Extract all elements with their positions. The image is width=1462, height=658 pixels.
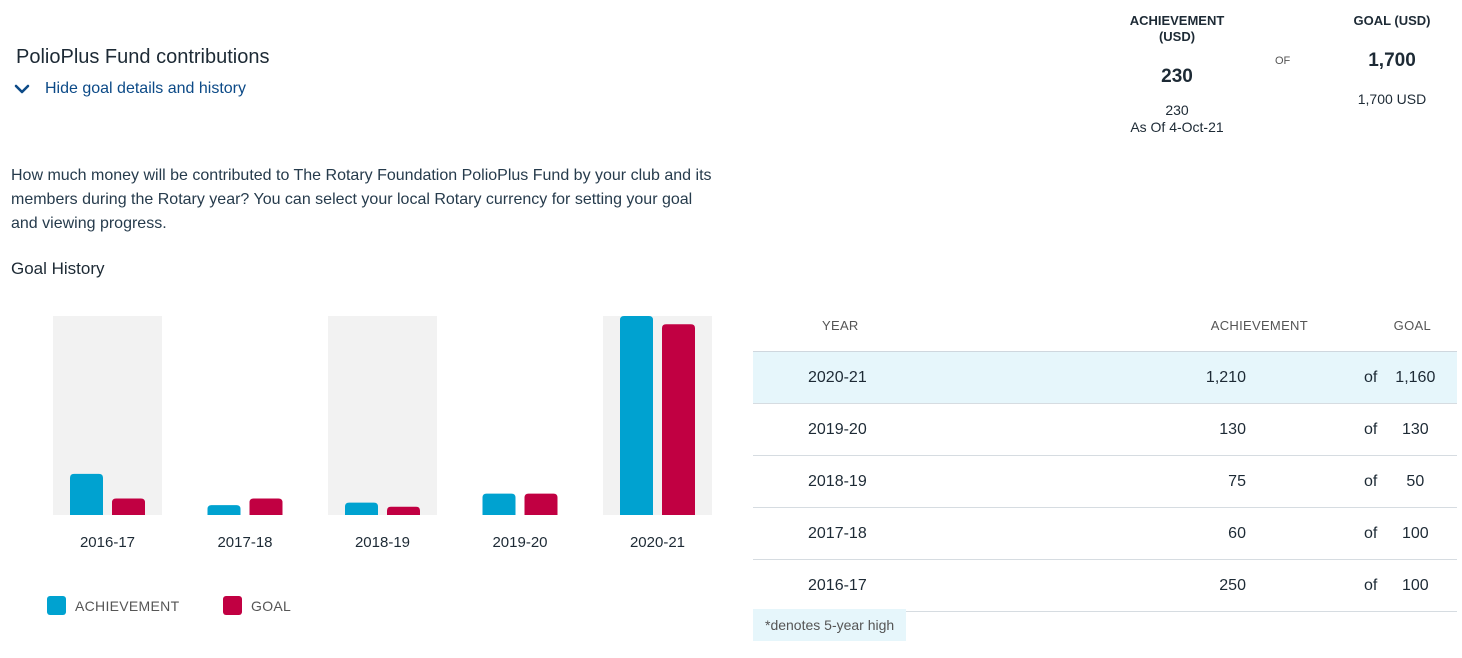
cell-achievement: 60 <box>947 507 1363 560</box>
goal-history-table: YEAR ACHIEVEMENT GOAL 2020-21 1,210 of 1,16… <box>753 300 1457 612</box>
x-tick-label: 2020-21 <box>630 534 685 551</box>
table-row: 2020-21 1,210 of 1,160 <box>753 351 1457 404</box>
legend-swatch-goal <box>223 596 242 615</box>
bar-achievement-2016-17[interactable] <box>70 473 103 515</box>
bar-achievement-2019-20[interactable] <box>482 493 516 515</box>
five-year-high-note: *denotes 5-year high <box>753 609 907 641</box>
x-tick-label: 2019-20 <box>492 534 547 551</box>
page-title: PolioPlus Fund contributions <box>16 46 270 68</box>
goal-sub: 1,700 USD <box>1357 91 1427 107</box>
bar-goal-2020-21[interactable] <box>662 324 695 515</box>
chevron-down-icon <box>14 84 30 94</box>
cell-of: of <box>1362 507 1393 560</box>
bar-goal-2019-20[interactable] <box>524 493 558 515</box>
bar-achievement-2020-21[interactable] <box>620 316 653 515</box>
goal-label: GOAL (USD) <box>1353 13 1431 28</box>
bar-goal-2018-19[interactable] <box>387 506 420 515</box>
cell-achievement: 250 <box>947 559 1363 612</box>
cell-goal: 1,160 <box>1392 351 1457 404</box>
toggle-label: Hide goal details and history <box>45 80 247 97</box>
table-header-row: YEAR ACHIEVEMENT GOAL <box>753 300 1457 352</box>
bar-achievement-2017-18[interactable] <box>207 505 241 515</box>
legend-label-goal: GOAL <box>251 597 292 614</box>
x-tick-label: 2018-19 <box>355 534 410 551</box>
cell-of: of <box>1362 559 1393 612</box>
x-tick-label: 2017-18 <box>217 534 272 551</box>
cell-year: 2016-17 <box>753 559 948 612</box>
toggle-goal-details-link[interactable]: Hide goal details and history <box>14 80 246 98</box>
cell-goal: 50 <box>1392 455 1457 508</box>
achievement-value: 230 <box>1161 66 1193 87</box>
chart-band-2020-21 <box>603 316 712 515</box>
goal-history-heading: Goal History <box>11 259 105 278</box>
achievement-sub: 230 As Of 4-Oct-21 <box>1130 102 1224 135</box>
chart-band-2018-19 <box>328 316 437 515</box>
goal-value: 1,700 <box>1368 50 1416 71</box>
chart-band-2016-17 <box>53 316 162 515</box>
table-row: 2017-18 60 of 100 <box>753 507 1457 560</box>
bar-achievement-2018-19[interactable] <box>345 502 378 515</box>
goal-history-chart: 2016-17 2017-18 2018-19 2019-20 2020-21 <box>53 316 712 551</box>
cell-goal: 130 <box>1392 403 1457 456</box>
bar-goal-2017-18[interactable] <box>249 498 283 515</box>
cell-achievement: 130 <box>947 403 1363 456</box>
cell-year: 2019-20 <box>753 403 948 456</box>
cell-goal: 100 <box>1392 559 1457 612</box>
cell-year: 2018-19 <box>753 455 948 508</box>
goal-description: How much money will be contributed to Th… <box>11 167 712 232</box>
cell-year: 2017-18 <box>753 507 948 560</box>
cell-achievement: 1,210 <box>947 351 1363 404</box>
legend-label-achievement: ACHIEVEMENT <box>75 597 180 614</box>
cell-of: of <box>1362 455 1393 508</box>
cell-of: of <box>1362 403 1393 456</box>
table-row: 2016-17 250 of 100 <box>753 559 1457 612</box>
legend-swatch-achievement <box>47 596 66 615</box>
cell-achievement: 75 <box>947 455 1363 508</box>
table-row: 2018-19 75 of 50 <box>753 455 1457 508</box>
legend-goal: GOAL <box>223 596 291 615</box>
of-label: OF <box>1275 55 1291 67</box>
col-header-year: YEAR <box>753 300 948 352</box>
legend-achievement: ACHIEVEMENT <box>47 596 179 615</box>
x-tick-label: 2016-17 <box>80 534 135 551</box>
table-row: 2019-20 130 of 130 <box>753 403 1457 456</box>
cell-year: 2020-21 <box>753 351 948 404</box>
col-header-goal: GOAL <box>1392 300 1457 352</box>
bar-goal-2016-17[interactable] <box>112 498 145 515</box>
cell-of: of <box>1362 351 1393 404</box>
col-header-achievement: ACHIEVEMENT <box>947 300 1363 352</box>
cell-goal: 100 <box>1392 507 1457 560</box>
achievement-label: ACHIEVEMENT (USD) <box>1129 13 1225 44</box>
